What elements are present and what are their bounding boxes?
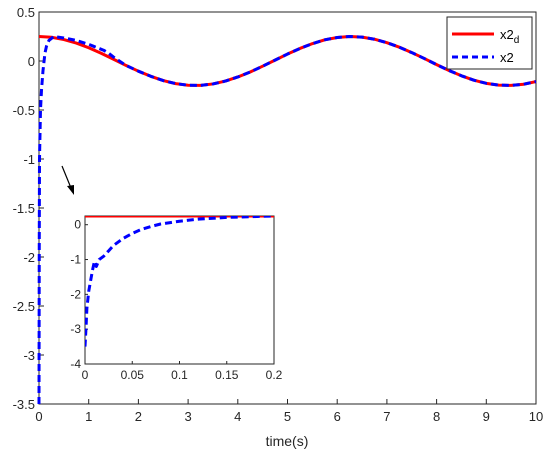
main-x-tick-label: 3 [184, 409, 191, 424]
main-x-ticks: 0 1 2 3 4 5 6 7 8 9 10 [35, 399, 543, 424]
inset-y-tick-label: -2 [70, 287, 81, 301]
main-y-tick-label: -1.5 [13, 201, 35, 216]
inset-x-tick-label: 0.15 [215, 368, 239, 382]
main-x-tick-label: 5 [284, 409, 291, 424]
arrow-icon [61, 165, 74, 195]
main-y-tick-label: -1 [23, 152, 35, 167]
inset-x-ticks: 0 0.05 0.1 0.15 0.2 [82, 361, 283, 382]
inset-x-tick-label: 0.1 [171, 368, 188, 382]
inset-y-tick-label: 0 [74, 218, 81, 232]
main-x-tick-label: 9 [483, 409, 490, 424]
main-x-tick-label: 4 [234, 409, 241, 424]
inset-x-tick-label: 0.05 [121, 368, 145, 382]
inset-y-tick-label: -4 [70, 357, 81, 371]
main-y-tick-label: 0.5 [17, 5, 35, 20]
main-y-tick-label: -2.5 [13, 299, 35, 314]
main-series-x2-line [37, 35, 537, 405]
inset-plot-frame [84, 215, 275, 365]
main-y-tick-label: -2 [23, 250, 35, 265]
inset-y-tick-label: -1 [70, 253, 81, 267]
inset-series-group [85, 216, 274, 347]
main-y-tick-label: -0.5 [13, 103, 35, 118]
legend-label-x2d: x2d [500, 27, 519, 46]
inset-x-tick-label: 0 [82, 368, 89, 382]
main-x-tick-label: 6 [334, 409, 341, 424]
x-axis-label: time(s) [266, 433, 309, 449]
main-y-tick-label: 0 [28, 54, 35, 69]
main-series-group [37, 35, 537, 405]
inset-series-x2-line [85, 216, 274, 347]
main-y-tick-label: -3 [23, 348, 35, 363]
main-x-tick-label: 1 [85, 409, 92, 424]
inset-y-tick-label: -3 [70, 322, 81, 336]
legend-label-x2: x2 [500, 50, 514, 65]
main-x-tick-label: 0 [35, 409, 42, 424]
main-x-tick-label: 10 [529, 409, 543, 424]
main-x-tick-label: 7 [383, 409, 390, 424]
main-x-tick-label: 2 [135, 409, 142, 424]
main-y-tick-label: -3.5 [13, 397, 35, 412]
main-x-tick-label: 8 [433, 409, 440, 424]
legend: x2d x2 [446, 16, 533, 70]
main-y-ticks: -3.5 -3 -2.5 -2 -1.5 -1 -0.5 0 0.5 [13, 5, 44, 412]
inset-x-tick-label: 0.2 [266, 368, 283, 382]
legend-box [446, 16, 533, 70]
